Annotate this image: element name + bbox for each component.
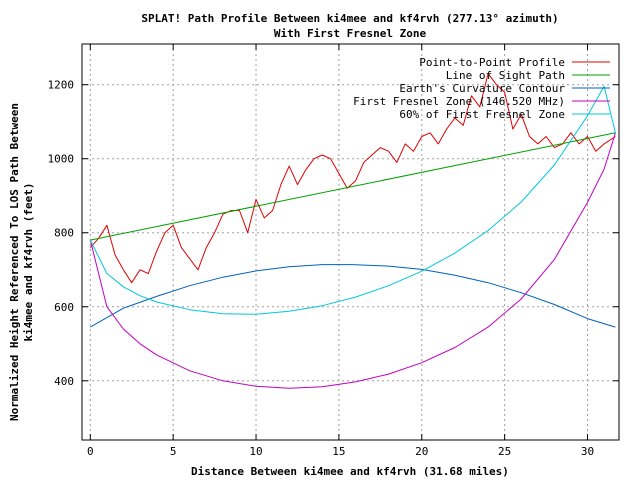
x-tick-label: 0 (87, 445, 94, 458)
x-tick-label: 5 (170, 445, 177, 458)
y-tick-label: 800 (54, 227, 74, 240)
x-tick-label: 30 (581, 445, 594, 458)
series-line-first-fresnel-zone-146-520-mhz (89, 132, 616, 389)
axis-ticks: 0 5 10 15 20 25 30 400 600 800 1000 1200 (48, 44, 619, 458)
grid-lines (82, 44, 619, 440)
x-tick-label: 25 (498, 445, 511, 458)
y-tick-label: 600 (54, 301, 74, 314)
series-line-line-of-sight-path (90, 132, 616, 241)
y-tick-label: 1000 (48, 153, 75, 166)
series-line-point-to-point-profile (89, 73, 616, 284)
y-axis-label-line2: ki4mee and kf4rvh (feet) (22, 183, 35, 342)
legend-label: Earth's Curvature Contour (399, 82, 565, 95)
series-layer (89, 73, 616, 389)
legend-label: Line of Sight Path (446, 69, 565, 82)
chart-title: SPLAT! Path Profile Between ki4mee and k… (141, 12, 558, 25)
legend-label: First Fresnel Zone (146.520 MHz) (353, 95, 565, 108)
y-tick-label: 1200 (48, 79, 75, 92)
legend-label: 60% of First Fresnel Zone (399, 108, 565, 121)
series-line-earth-s-curvature-contour (90, 264, 616, 328)
x-axis-label: Distance Between ki4mee and kf4rvh (31.6… (191, 465, 509, 478)
y-tick-label: 400 (54, 375, 74, 388)
plot-frame (81, 43, 620, 441)
series-line-60-of-first-fresnel-zone (89, 85, 616, 315)
x-tick-label: 20 (415, 445, 428, 458)
x-tick-label: 10 (249, 445, 262, 458)
chart-subtitle: With First Fresnel Zone (274, 27, 427, 40)
x-tick-label: 15 (332, 445, 345, 458)
y-axis-label-line1: Normalized Height Referenced To LOS Path… (8, 103, 21, 421)
legend-label: Point-to-Point Profile (419, 56, 565, 69)
